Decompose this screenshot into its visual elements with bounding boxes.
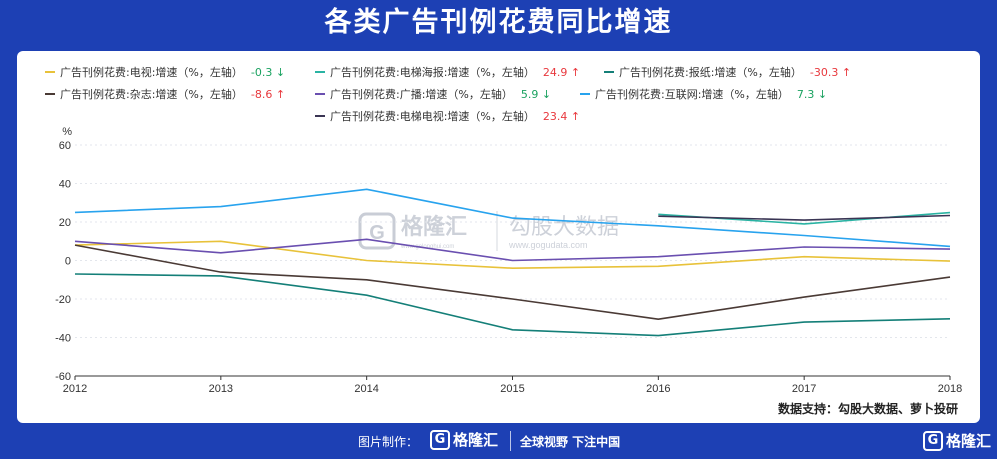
y-tick-label: 40 [59,179,71,191]
legend-item-tv: 广告刊例花费:电视:增速（%，左轴） -0.3 ↓ [45,64,285,80]
footer-logo-text: 格隆汇 [453,431,499,449]
corner-logo-mark-icon: G [922,430,943,451]
legend-item-newspaper: 广告刊例花费:报纸:增速（%，左轴） -30.3 ↑ [604,64,851,80]
y-tick-label: -40 [55,333,71,345]
x-tick-label: 2016 [646,383,670,395]
y-tick-label: -20 [55,294,71,306]
legend-latest-value: 23.4 ↑ [542,109,581,123]
watermark-logo-url: www.gelonghui.com [400,244,454,250]
line-chart: G 格隆汇 www.gelonghui.com 勾股大数据www.gogudata.c… [55,126,962,395]
footer-divider [510,431,511,451]
logo-mark-icon: G [430,429,450,450]
series-line-tv [74,240,951,269]
corner-logo: G 格隆汇 [922,430,991,451]
x-tick-label: 2014 [354,383,378,395]
legend-item-elevator_poster: 广告刊例花费:电梯海报:增速（%，左轴） 24.9 ↑ [315,64,580,80]
legend-label: 广告刊例花费:报纸:增速（%，左轴） [619,66,802,79]
y-tick-label: 20 [59,217,71,229]
series-line-newspaper [74,273,951,337]
legend-label: 广告刊例花费:广播:增速（%，左轴） [330,88,513,101]
page-title: 各类广告刊例花费同比增速 [324,7,673,38]
legend-item-internet: 广告刊例花费:互联网:增速（%，左轴） 7.3 ↓ [580,86,827,102]
legend-swatch [45,93,55,95]
legend-swatch [604,71,614,73]
corner-logo-text: 格隆汇 [945,432,991,450]
legend-item-radio: 广告刊例花费:广播:增速（%，左轴） 5.9 ↓ [315,86,551,102]
watermark-logo-text: 格隆汇 [401,214,467,239]
watermark-logo-mark-letter: G [369,222,385,244]
legend-label: 广告刊例花费:电视:增速（%，左轴） [60,66,243,79]
y-axis-unit-label: % [62,126,72,138]
x-tick-label: 2018 [938,383,962,395]
legend-swatch [45,71,55,73]
series-line-internet [74,188,951,248]
legend-latest-value: -30.3 ↑ [809,65,852,79]
x-tick-label: 2015 [500,383,524,395]
chart-panel: 广告刊例花费:电视:增速（%，左轴） -0.3 ↓ 广告刊例花费:电梯海报:增速（%… [17,51,980,423]
watermark-brand2-url: www.gogudata.com [508,240,588,250]
legend-latest-value: -8.6 ↑ [250,87,286,101]
legend-label: 广告刊例花费:互联网:增速（%，左轴） [595,88,789,101]
series-line-magazine [74,244,951,321]
y-tick-label: 60 [59,140,71,152]
legend-item-magazine: 广告刊例花费:杂志:增速（%，左轴） -8.6 ↑ [45,86,285,102]
legend-swatch [580,93,590,95]
footer-slogan: 全球视野 下注中国 [520,435,621,449]
x-tick-label: 2012 [63,383,87,395]
legend-latest-value: 5.9 ↓ [520,87,552,101]
series-line-radio [74,238,951,262]
series-line-elevator_tv [658,214,951,221]
x-tick-label: 2013 [209,383,233,395]
y-tick-label: 0 [65,256,71,268]
legend-label: 广告刊例花费:电梯海报:增速（%，左轴） [330,66,535,79]
legend-label: 广告刊例花费:杂志:增速（%，左轴） [60,88,243,101]
made-by-label: 图片制作： [358,435,419,449]
legend-swatch [315,93,325,95]
legend-latest-value: 24.9 ↑ [542,65,581,79]
legend-label: 广告刊例花费:电梯电视:增速（%，左轴） [330,110,535,123]
x-tick-label: 2017 [792,383,816,395]
footer-bar: 图片制作： G 格隆汇 全球视野 下注中国 G 格隆汇 [0,423,997,459]
watermark-brand2: 勾股大数据 [509,214,619,239]
data-source-note: 数据支持：勾股大数据、萝卜投研 [777,402,958,416]
y-tick-label: -60 [55,371,71,383]
legend-latest-value: 7.3 ↓ [796,87,828,101]
watermark-logo-mark-icon [358,212,396,250]
legend-swatch [315,71,325,73]
legend-swatch [315,115,325,117]
legend-latest-value: -0.3 ↓ [250,65,286,79]
legend-item-elevator_tv: 广告刊例花费:电梯电视:增速（%，左轴） 23.4 ↑ [315,108,580,124]
footer-logo: G 格隆汇 [430,429,498,450]
